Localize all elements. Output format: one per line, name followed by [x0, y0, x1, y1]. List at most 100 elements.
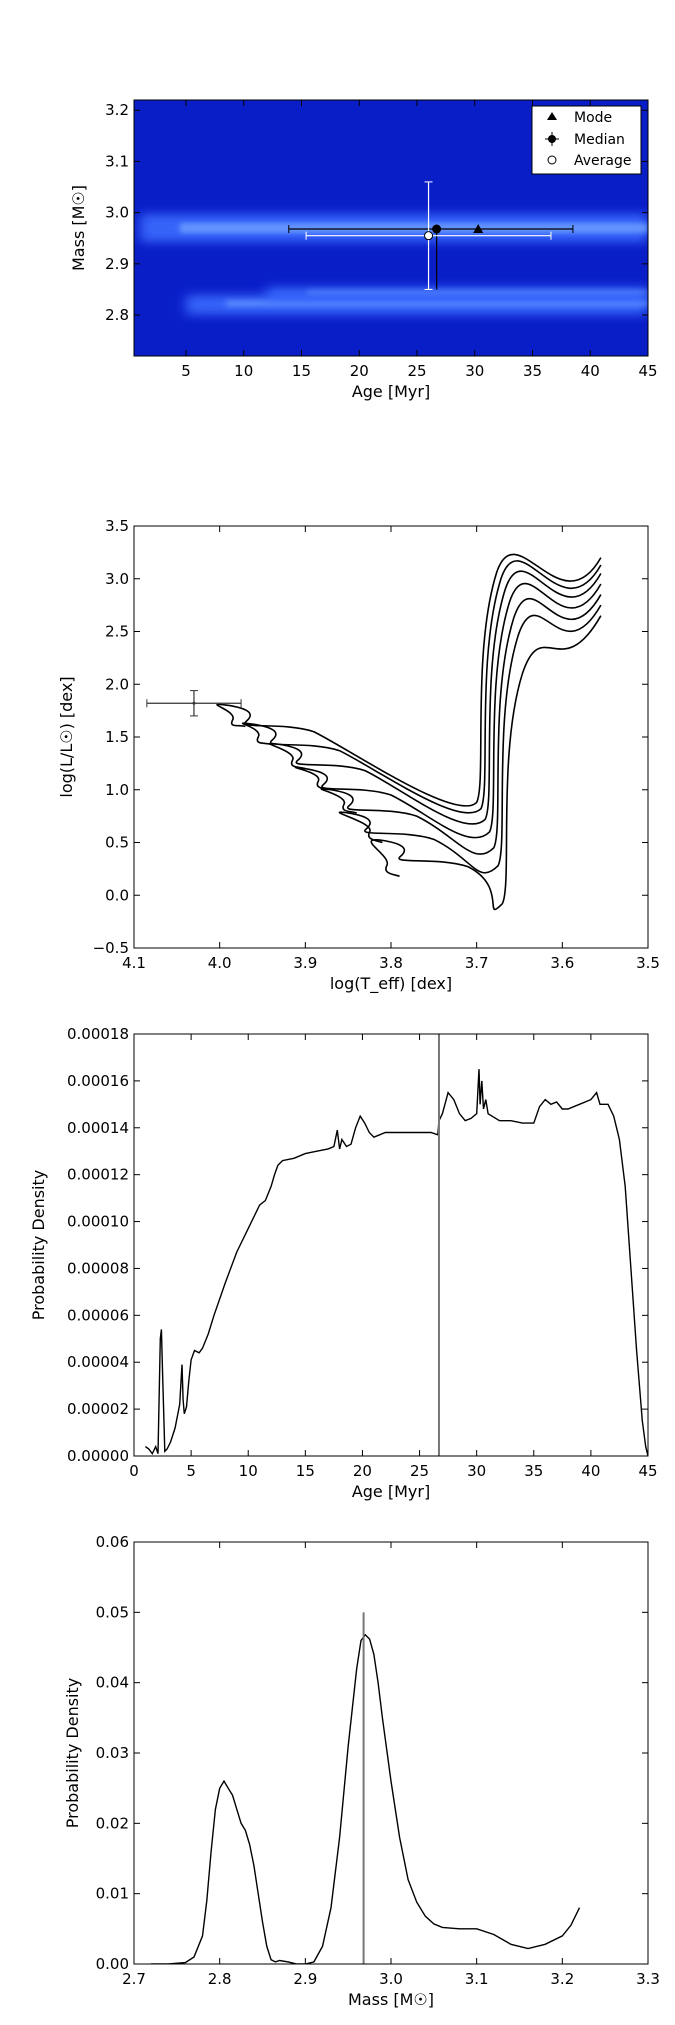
- legend-mode-marker: [547, 112, 557, 120]
- mass-pdf-area: [151, 1612, 581, 1964]
- mode-point: [473, 224, 484, 234]
- isochrone-line: [241, 560, 602, 814]
- x-tick-label: 3.3: [636, 1970, 660, 1988]
- y-tick-label: 0.5: [105, 834, 129, 852]
- y-axis-label: log(L/L☉) [dex]: [57, 676, 76, 797]
- x-tick-label: 3.9: [293, 954, 317, 972]
- x-tick-label: 3.1: [465, 1970, 489, 1988]
- x-tick-label: 3.6: [550, 954, 574, 972]
- legend-median-marker: [548, 135, 556, 143]
- x-tick-label: 4.0: [208, 954, 232, 972]
- y-tick-label: 0.00016: [67, 1072, 129, 1090]
- x-tick-label: 20: [350, 362, 369, 380]
- y-tick-label: 3.5: [105, 517, 129, 535]
- axes-frame: [133, 1033, 649, 1457]
- x-tick-label: 15: [292, 362, 311, 380]
- isochrone-line: [370, 615, 602, 911]
- y-tick-label: 0.05: [96, 1603, 129, 1621]
- legend-mode-label: Mode: [574, 110, 612, 126]
- x-tick-label: 3.8: [379, 954, 403, 972]
- y-tick-label: 2.0: [105, 675, 129, 693]
- y-tick-label: 0.00018: [67, 1025, 129, 1043]
- x-tick-label: 40: [581, 1462, 600, 1480]
- y-axis-label: Probability Density: [63, 1678, 82, 1829]
- x-tick-label: 45: [638, 1462, 657, 1480]
- y-tick-label: 0.00008: [67, 1259, 129, 1277]
- panel-2-hr-diagram: 4.1 4.0 3.9 3.8 3.7 3.6 3.5 −0.5 0.0 0.5 1.0 1.5 2.0…: [57, 517, 660, 994]
- y-tick-label: 0.00: [96, 1955, 129, 1973]
- isochrone-line: [294, 582, 602, 839]
- y-tick-label: 0.0: [105, 886, 129, 904]
- x-tick-label: 5: [186, 1462, 196, 1480]
- y-tick-label: 0.01: [96, 1885, 129, 1903]
- y-tick-label: 0.06: [96, 1533, 129, 1551]
- y-tick-label: 0.00002: [67, 1400, 129, 1418]
- axes-frame: [133, 525, 649, 949]
- y-tick-label: 0.00012: [67, 1166, 129, 1184]
- median-point: [432, 224, 442, 234]
- y-tick-label: 0.00004: [67, 1353, 129, 1371]
- x-tick-label: 25: [407, 362, 426, 380]
- y-tick-label: −0.5: [93, 939, 129, 957]
- y-tick-label: 1.0: [105, 781, 129, 799]
- x-axis-label: Age [Myr]: [352, 1482, 430, 1501]
- density-band-core: [225, 299, 648, 307]
- y-tick-label: 2.5: [105, 623, 129, 641]
- legend-average-marker: [547, 155, 557, 165]
- y-tick-label: 3.0: [105, 204, 129, 222]
- age-pdf-area: [144, 1034, 648, 1456]
- x-tick-label: 2.8: [208, 1970, 232, 1988]
- legend-average-label: Average: [574, 153, 632, 169]
- x-tick-label: 2.7: [122, 1970, 146, 1988]
- x-axis-label: Age [Myr]: [352, 382, 430, 401]
- y-tick-label: 3.2: [105, 101, 129, 119]
- y-tick-label: 0.04: [96, 1674, 129, 1692]
- isochrone-line: [338, 604, 602, 874]
- y-tick-label: 0.00014: [67, 1119, 129, 1137]
- x-tick-label: 40: [581, 362, 600, 380]
- x-tick-label: 3.5: [636, 954, 660, 972]
- isochrone-line: [320, 594, 602, 855]
- x-tick-label: 3.7: [465, 954, 489, 972]
- x-tick-label: 45: [638, 362, 657, 380]
- density-band-core: [306, 289, 648, 295]
- x-tick-label: 2.9: [293, 1970, 317, 1988]
- y-tick-label: 1.5: [105, 728, 129, 746]
- legend: Mode Median Average: [531, 105, 642, 175]
- legend-median-label: Median: [574, 132, 625, 148]
- x-tick-label: 3.2: [550, 1970, 574, 1988]
- x-tick-label: 30: [467, 1462, 486, 1480]
- density-band-core: [179, 223, 648, 233]
- x-tick-label: 3.0: [379, 1970, 403, 1988]
- y-tick-label: 0.02: [96, 1814, 129, 1832]
- panel-4-mass-pdf: 2.7 2.8 2.9 3.0 3.1 3.2 3.3 0.00 0.01 0.02 0.03 0.0…: [63, 1533, 660, 2009]
- y-tick-label: 3.0: [105, 570, 129, 588]
- isochrone-area: [216, 553, 602, 911]
- x-tick-label: 20: [353, 1462, 372, 1480]
- x-tick-label: 10: [234, 362, 253, 380]
- panel-1-mass-age-map: 5 10 15 20 25 30 35 40 45 2.8 2.9 3.0 3.1 3.2 Age [Myr…: [69, 99, 658, 401]
- x-tick-label: 35: [523, 362, 542, 380]
- x-tick-label: 10: [239, 1462, 258, 1480]
- x-tick-label: 35: [524, 1462, 543, 1480]
- x-axis-label: log(T_eff) [dex]: [330, 974, 452, 994]
- isochrone-line: [216, 553, 602, 807]
- age-pdf-line: [144, 1069, 648, 1456]
- y-tick-label: 3.1: [105, 152, 129, 170]
- y-tick-label: 0.00006: [67, 1306, 129, 1324]
- x-tick-label: 15: [296, 1462, 315, 1480]
- y-tick-label: 0.00000: [67, 1447, 129, 1465]
- y-tick-label: 2.8: [105, 306, 129, 324]
- mass-pdf-line: [151, 1633, 581, 1964]
- x-axis-label: Mass [M☉]: [348, 1990, 434, 2009]
- y-axis-label: Mass [M☉]: [69, 185, 88, 271]
- observed-point: [192, 701, 196, 705]
- x-tick-label: 30: [465, 362, 484, 380]
- y-axis-label: Probability Density: [29, 1170, 48, 1321]
- x-tick-label: 4.1: [122, 954, 146, 972]
- average-point: [424, 231, 434, 241]
- y-tick-label: 2.9: [105, 255, 129, 273]
- panel-3-age-pdf: 0 5 10 15 20 25 30 35 40 45 0.00000 0.00002 0.00004 0…: [29, 1025, 658, 1501]
- x-tick-label: 0: [129, 1462, 139, 1480]
